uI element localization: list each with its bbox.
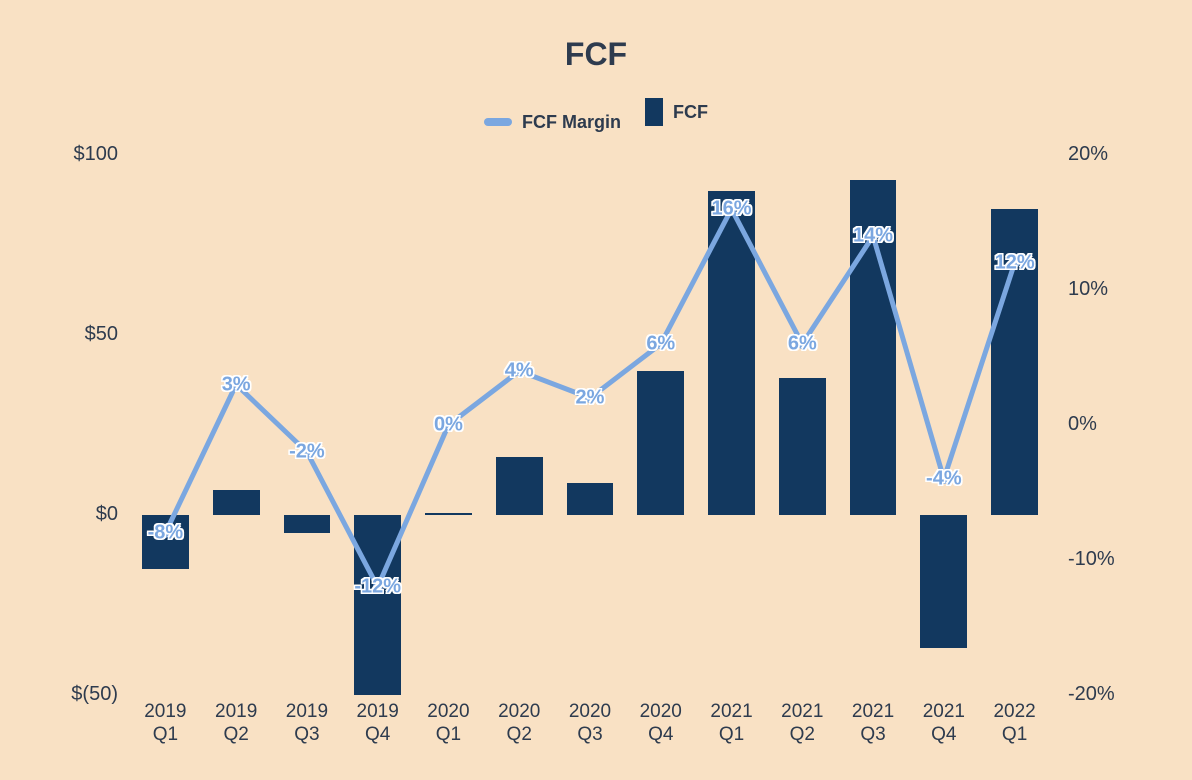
legend-item: FCF xyxy=(645,98,708,126)
x-axis-label-year: 2019 xyxy=(130,701,201,724)
line-point-label: 6% xyxy=(788,333,817,356)
legend-bar-swatch xyxy=(645,98,663,126)
x-axis-label-quarter: Q1 xyxy=(413,724,484,747)
x-axis-label-year: 2021 xyxy=(696,701,767,724)
x-axis-label: 2020Q2 xyxy=(484,701,555,747)
x-axis-label-year: 2021 xyxy=(767,701,838,724)
bar xyxy=(354,515,401,695)
line-point-label: 12% xyxy=(995,252,1035,275)
y-axis-right-label: 20% xyxy=(1068,143,1108,166)
line-point-label: -8% xyxy=(148,522,184,545)
chart-title: FCF xyxy=(0,36,1192,73)
bar xyxy=(920,515,967,648)
y-axis-left-label: $0 xyxy=(96,503,118,526)
legend-line-swatch xyxy=(484,118,512,126)
x-axis-label-year: 2020 xyxy=(413,701,484,724)
x-axis-label-year: 2020 xyxy=(484,701,555,724)
x-axis-label-year: 2020 xyxy=(555,701,626,724)
line-layer xyxy=(130,155,1050,695)
x-axis-label-quarter: Q2 xyxy=(484,724,555,747)
line-point-label: 2% xyxy=(576,387,605,410)
x-axis-label: 2019Q3 xyxy=(272,701,343,747)
x-axis-label-quarter: Q4 xyxy=(342,724,413,747)
legend-item: FCF Margin xyxy=(484,112,621,133)
bar xyxy=(284,515,331,533)
bar xyxy=(213,490,260,515)
x-axis-label-quarter: Q3 xyxy=(555,724,626,747)
x-axis-label: 2021Q4 xyxy=(908,701,979,747)
bar xyxy=(425,513,472,515)
line-point-label: 6% xyxy=(646,333,675,356)
x-axis-label-year: 2019 xyxy=(201,701,272,724)
bar xyxy=(637,371,684,515)
y-axis-left-label: $50 xyxy=(85,323,118,346)
x-axis-label-quarter: Q1 xyxy=(696,724,767,747)
bar xyxy=(779,378,826,515)
y-axis-right-label: 0% xyxy=(1068,413,1097,436)
x-axis-label-quarter: Q1 xyxy=(130,724,201,747)
line-point-label: -12% xyxy=(354,576,401,599)
x-axis-label-year: 2020 xyxy=(625,701,696,724)
bar xyxy=(496,457,543,515)
x-axis-label: 2021Q2 xyxy=(767,701,838,747)
y-axis-right-label: -10% xyxy=(1068,548,1115,571)
x-axis-label: 2021Q1 xyxy=(696,701,767,747)
fcf-chart: FCF FCF Margin FCF -8% 3% -2% -12% 0% 4% 2% 6% 16% 6… xyxy=(0,0,1192,780)
bar xyxy=(708,191,755,515)
x-axis-label: 2020Q4 xyxy=(625,701,696,747)
x-axis-label-year: 2021 xyxy=(838,701,909,724)
x-axis-label: 2021Q3 xyxy=(838,701,909,747)
x-axis-label-quarter: Q2 xyxy=(767,724,838,747)
x-axis-label-quarter: Q3 xyxy=(272,724,343,747)
plot-area: -8% 3% -2% -12% 0% 4% 2% 6% 16% 6% 14% -4% 12% xyxy=(130,155,1050,695)
x-axis-label-year: 2019 xyxy=(272,701,343,724)
line-point-label: 0% xyxy=(434,414,463,437)
chart-legend: FCF Margin FCF xyxy=(0,98,1192,133)
line-point-label: 14% xyxy=(853,225,893,248)
y-axis-left-label: $100 xyxy=(74,143,119,166)
x-axis-label: 2019Q4 xyxy=(342,701,413,747)
x-axis-label-quarter: Q2 xyxy=(201,724,272,747)
x-axis-label: 2019Q2 xyxy=(201,701,272,747)
y-axis-left-label: $(50) xyxy=(71,683,118,706)
bar xyxy=(567,483,614,515)
x-axis-label-year: 2022 xyxy=(979,701,1050,724)
x-axis-label-quarter: Q1 xyxy=(979,724,1050,747)
x-axis-label: 2020Q3 xyxy=(555,701,626,747)
y-axis-right-label: 10% xyxy=(1068,278,1108,301)
line-point-label: -4% xyxy=(926,468,962,491)
line-point-label: -2% xyxy=(289,441,325,464)
legend-label: FCF xyxy=(673,102,708,123)
line-point-label: 16% xyxy=(712,198,752,221)
x-axis-label: 2019Q1 xyxy=(130,701,201,747)
legend-label: FCF Margin xyxy=(522,112,621,133)
line-point-label: 3% xyxy=(222,373,251,396)
x-axis-label-year: 2021 xyxy=(908,701,979,724)
x-axis-label-quarter: Q3 xyxy=(838,724,909,747)
x-axis-label-quarter: Q4 xyxy=(625,724,696,747)
x-axis-label: 2020Q1 xyxy=(413,701,484,747)
x-axis-label-year: 2019 xyxy=(342,701,413,724)
x-axis-label-quarter: Q4 xyxy=(908,724,979,747)
y-axis-right-label: -20% xyxy=(1068,683,1115,706)
x-axis-label: 2022Q1 xyxy=(979,701,1050,747)
line-point-label: 4% xyxy=(505,360,534,383)
